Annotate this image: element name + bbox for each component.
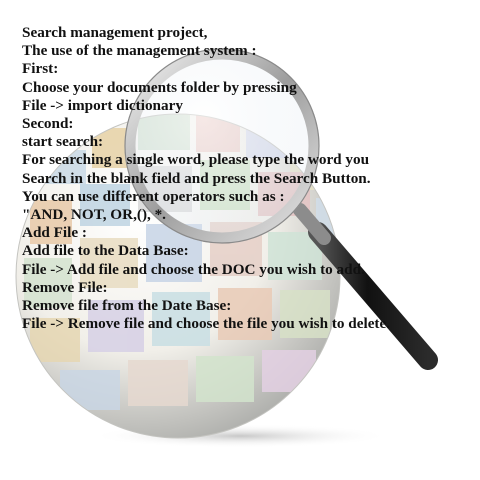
menu-path-line: File -> Remove file and choose the file … <box>22 315 391 333</box>
section-heading: start search: <box>22 133 104 151</box>
step-heading: First: <box>22 60 59 78</box>
title-line: Search management project, <box>22 24 208 41</box>
instruction-line: You can use different operators such as … <box>22 187 285 205</box>
section-heading: Remove File: <box>22 278 108 296</box>
instruction-line: Choose your documents folder by pressing <box>22 78 297 96</box>
step-heading: Second: <box>22 115 74 133</box>
menu-path-line: File -> Add file and choose the DOC you … <box>22 260 365 278</box>
menu-path-line: File -> import dictionary <box>22 96 183 114</box>
section-heading: Add File : <box>22 224 87 242</box>
instruction-line: Add file to the Data Base: <box>22 242 189 260</box>
instructions-text: Search management project, The use of th… <box>22 24 478 333</box>
intro-line: The use of the management system : <box>22 42 257 60</box>
instruction-line: Search in the blank field and press the … <box>22 169 371 187</box>
instruction-line: For searching a single word, please type… <box>22 151 370 169</box>
operators-line: "AND, NOT, OR,(), *. <box>22 206 166 224</box>
magnifying-glass-icon <box>124 48 438 370</box>
instruction-line: Remove file from the Date Base: <box>22 297 232 315</box>
